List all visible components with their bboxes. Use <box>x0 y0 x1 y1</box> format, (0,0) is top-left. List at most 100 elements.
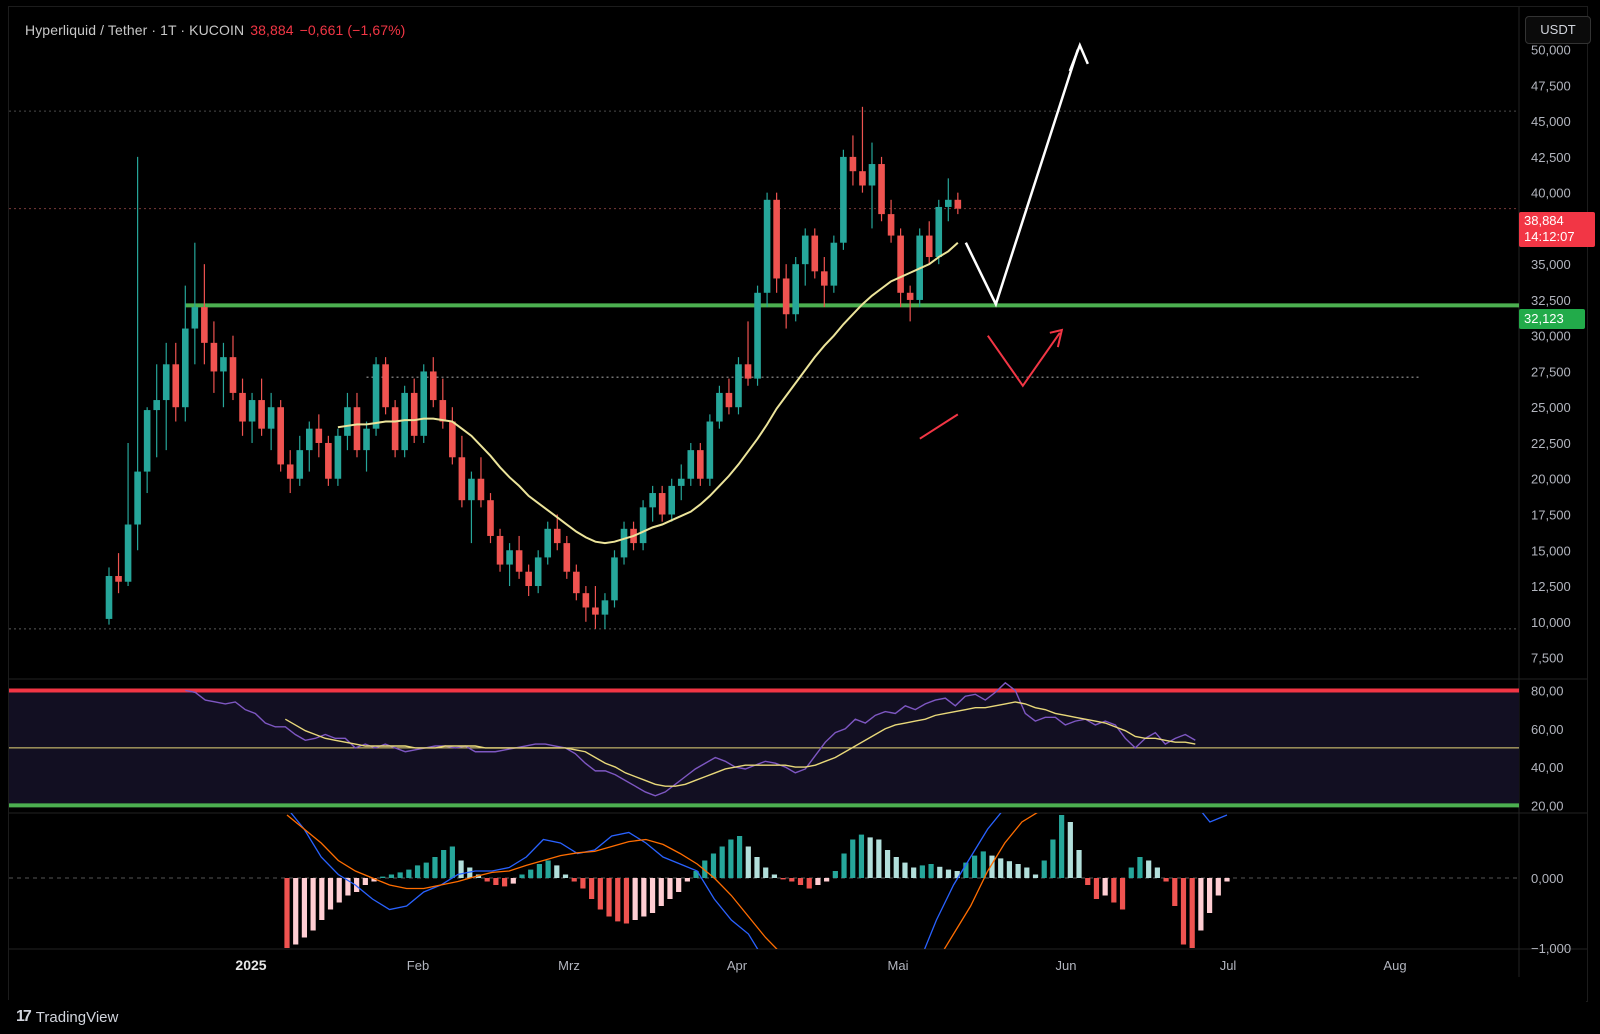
candle-body <box>506 550 513 565</box>
candle-body <box>811 235 819 272</box>
candle-body <box>668 485 676 515</box>
candle-body <box>725 392 733 408</box>
symbol-header: Hyperliquid / Tether · 1T · KUCOIN 38,884… <box>25 22 405 38</box>
macd-histogram-bar <box>815 878 821 885</box>
price-tick-label: 45,000 <box>1531 114 1571 129</box>
macd-tick-label: −1,000 <box>1531 941 1571 956</box>
macd-histogram-bar <box>1215 878 1221 896</box>
candle-body <box>134 471 141 525</box>
candle-body <box>410 392 418 436</box>
macd-histogram-bar <box>1085 878 1091 885</box>
macd-histogram-bar <box>414 865 421 878</box>
candle-body <box>592 607 599 615</box>
candle-body <box>830 242 838 286</box>
macd-histogram-bar <box>841 853 847 878</box>
macd-histogram-bar <box>998 858 1004 878</box>
macd-histogram-bar <box>293 878 299 945</box>
macd-histogram-bar <box>406 869 412 878</box>
candle-body <box>544 528 552 558</box>
macd-histogram-bar <box>763 867 769 878</box>
tradingview-logo[interactable]: 17 TradingView <box>16 1008 118 1026</box>
time-tick-label: Jul <box>1220 958 1237 973</box>
candle-body <box>496 535 504 565</box>
candle-body <box>821 271 828 286</box>
macd-histogram-bar <box>797 878 804 885</box>
macd-histogram-bar <box>850 839 856 878</box>
bullish-arrow-head <box>1068 42 1089 72</box>
price-tick-label: 25,000 <box>1531 400 1571 415</box>
candle-body <box>449 421 456 458</box>
candle-body <box>773 199 780 279</box>
macd-histogram-bar <box>771 874 778 878</box>
currency-button[interactable]: USDT <box>1525 16 1591 44</box>
candle-body <box>906 292 914 300</box>
macd-histogram-bar <box>597 878 603 910</box>
macd-histogram-bar <box>632 878 638 920</box>
candle-body <box>849 156 857 172</box>
candle-body <box>124 524 132 582</box>
chart-canvas[interactable]: 50,000 47,500 45,000 42,500 40,000 35,000 32,5… <box>9 7 1587 1001</box>
macd-histogram-bar <box>345 878 351 896</box>
macd-histogram-bar <box>1006 861 1013 878</box>
candle-body <box>372 364 380 429</box>
candle-body <box>182 328 189 408</box>
price-tick-label: 40,000 <box>1531 186 1571 201</box>
macd-histogram-bar <box>449 846 455 878</box>
price-change: −0,661 (−1,67%) <box>299 22 406 38</box>
macd-histogram-bar <box>806 878 812 889</box>
macd-histogram-bar <box>1172 878 1178 906</box>
candle-body <box>945 199 952 207</box>
candle-body <box>305 428 313 451</box>
footer-bar: 17 TradingView <box>8 1000 1586 1034</box>
macd-histogram-bar <box>467 867 473 878</box>
macd-histogram-bar <box>528 869 534 878</box>
macd-histogram-bar <box>1015 864 1021 878</box>
candle-body <box>639 507 647 544</box>
tradingview-logo-icon: 17 <box>16 1008 32 1025</box>
candle-body <box>296 450 304 479</box>
macd-histogram-bar <box>832 871 838 878</box>
support-price-tag: 32,123 <box>1519 309 1585 329</box>
candle-body <box>382 364 389 408</box>
candle-body <box>248 400 256 422</box>
candle-body <box>458 457 466 501</box>
candle-body <box>239 392 246 422</box>
macd-histogram-bar <box>667 878 673 899</box>
macd-histogram-bar <box>1041 860 1047 878</box>
candle-body <box>191 307 199 329</box>
price-tick-label: 12,500 <box>1531 579 1571 594</box>
macd-histogram-bar <box>693 871 699 878</box>
macd-histogram-bar <box>1050 839 1056 878</box>
macd-histogram-bar <box>1146 860 1152 878</box>
macd-histogram-bar <box>1224 878 1230 882</box>
macd-histogram-bar <box>327 878 334 910</box>
candle-body <box>697 450 704 479</box>
candle-body <box>487 500 494 536</box>
macd-histogram-bar <box>1102 878 1108 896</box>
macd-histogram-bar <box>980 851 986 878</box>
macd-histogram-bar <box>562 874 569 878</box>
candle-body <box>334 435 342 479</box>
macd-histogram-bar <box>1032 874 1039 878</box>
chart-frame: 50,000 47,500 45,000 42,500 40,000 35,000 32,5… <box>8 6 1595 1002</box>
macd-histogram-bar <box>1154 867 1160 878</box>
candle-body <box>601 600 609 615</box>
macd-histogram-bar <box>728 839 734 878</box>
candle-body <box>582 593 590 608</box>
macd-histogram-bar <box>780 878 786 880</box>
rsi-ma-line <box>284 701 1196 787</box>
macd-histogram-bar <box>963 862 969 878</box>
time-tick-label: Jun <box>1056 958 1077 973</box>
tradingview-brand: TradingView <box>35 1008 119 1026</box>
candle-body <box>782 278 790 315</box>
macd-histogram-bar <box>371 878 377 882</box>
macd-histogram-bar <box>1093 878 1100 899</box>
candle-body <box>935 206 943 258</box>
macd-histogram-bar <box>1163 878 1169 882</box>
candlestick-series <box>105 106 962 629</box>
macd-histogram-bar <box>884 850 891 878</box>
candle-body <box>878 164 885 215</box>
macd-histogram-bar <box>658 878 664 906</box>
macd-histogram-bar <box>858 834 865 878</box>
current-price-value: 38,884 <box>1524 213 1564 228</box>
